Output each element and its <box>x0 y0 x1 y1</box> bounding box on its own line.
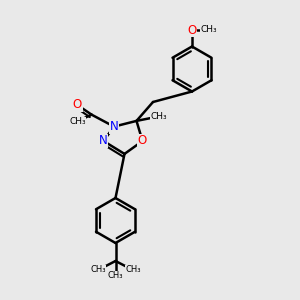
Text: CH₃: CH₃ <box>200 26 217 34</box>
Text: CH₃: CH₃ <box>151 112 167 121</box>
Text: CH₃: CH₃ <box>90 266 106 274</box>
Text: O: O <box>138 134 147 148</box>
Text: O: O <box>73 98 82 112</box>
Text: CH₃: CH₃ <box>125 266 141 274</box>
Text: N: N <box>110 120 118 133</box>
Text: CH₃: CH₃ <box>108 272 123 280</box>
Text: CH₃: CH₃ <box>69 117 86 126</box>
Text: N: N <box>99 134 108 148</box>
Text: O: O <box>188 23 196 37</box>
